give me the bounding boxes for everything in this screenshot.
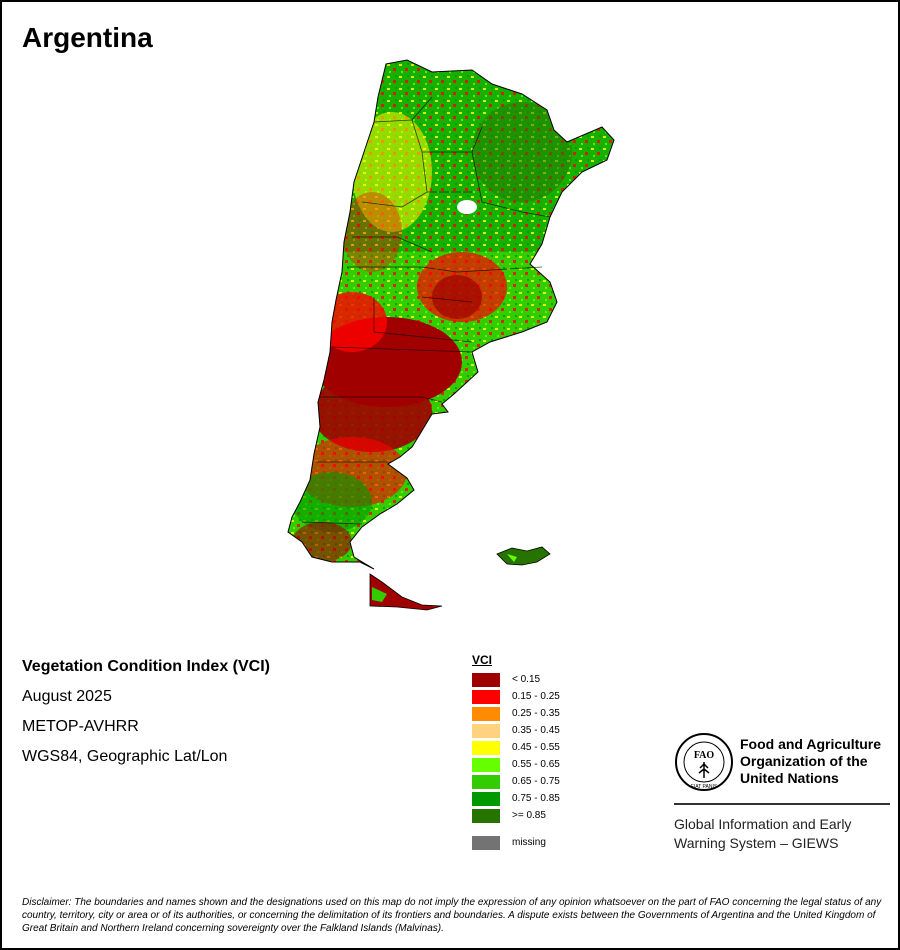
vci-legend: VCI < 0.15 0.15 - 0.25 0.25 - 0.35 0.35 - 0… — [472, 653, 592, 851]
map-info: Vegetation Condition Index (VCI) August … — [22, 658, 270, 778]
fao-name: Food and Agriculture Organization of the… — [740, 736, 881, 787]
legend-row: 0.35 - 0.45 — [472, 722, 592, 739]
argentina-vci-map — [287, 59, 615, 611]
legend-row: 0.45 - 0.55 — [472, 739, 592, 756]
legend-label: 0.15 - 0.25 — [512, 691, 560, 702]
legend-swatch — [472, 791, 500, 806]
projection: WGS84, Geographic Lat/Lon — [22, 748, 228, 765]
disclaimer: Disclaimer: The boundaries and names sho… — [22, 897, 882, 934]
divider — [674, 803, 890, 805]
legend-label-missing: missing — [512, 837, 546, 848]
fao-logo-icon: FAO FIAT PANIS — [675, 733, 733, 791]
legend-row: 0.65 - 0.75 — [472, 773, 592, 790]
legend-title: VCI — [472, 653, 493, 667]
fao-logo-text: FAO — [694, 750, 715, 761]
giews-line2: Warning System – GIEWS — [674, 835, 839, 851]
legend-row: 0.75 - 0.85 — [472, 790, 592, 807]
map-title: Argentina — [22, 22, 153, 53]
fao-name-line3: United Nations — [740, 770, 839, 786]
giews-label: Global Information and Early Warning Sys… — [674, 815, 851, 853]
fao-motto: FIAT PANIS — [691, 784, 718, 790]
legend-label: 0.45 - 0.55 — [512, 742, 560, 753]
legend-swatch — [472, 689, 500, 704]
fao-name-line1: Food and Agriculture — [740, 736, 882, 752]
legend-row: < 0.15 — [472, 671, 592, 688]
legend-row: 0.55 - 0.65 — [472, 756, 592, 773]
legend-label: < 0.15 — [512, 674, 541, 685]
period: August 2025 — [22, 688, 112, 705]
sensor: METOP-AVHRR — [22, 718, 139, 735]
index-name: Vegetation Condition Index (VCI) — [22, 658, 270, 675]
legend-swatch-missing — [472, 835, 500, 850]
legend-label: 0.75 - 0.85 — [512, 793, 560, 804]
legend-swatch — [472, 757, 500, 772]
legend-label: 0.55 - 0.65 — [512, 759, 560, 770]
legend-row-missing: missing — [472, 834, 592, 851]
legend-label: 0.25 - 0.35 — [512, 708, 560, 719]
legend-swatch — [472, 740, 500, 755]
legend-swatch — [472, 672, 500, 687]
legend-swatch — [472, 774, 500, 789]
legend-row: >= 0.85 — [472, 807, 592, 824]
legend-swatch — [472, 706, 500, 721]
giews-line1: Global Information and Early — [674, 816, 852, 832]
legend-swatch — [472, 723, 500, 738]
legend-swatch — [472, 808, 500, 823]
fao-name-line2: Organization of the — [740, 753, 868, 769]
legend-label: >= 0.85 — [512, 810, 546, 821]
legend-row: 0.25 - 0.35 — [472, 705, 592, 722]
legend-label: 0.65 - 0.75 — [512, 776, 560, 787]
legend-row: 0.15 - 0.25 — [472, 688, 592, 705]
legend-label: 0.35 - 0.45 — [512, 725, 560, 736]
legend-rows: < 0.15 0.15 - 0.25 0.25 - 0.35 0.35 - 0.45 0… — [472, 671, 592, 824]
